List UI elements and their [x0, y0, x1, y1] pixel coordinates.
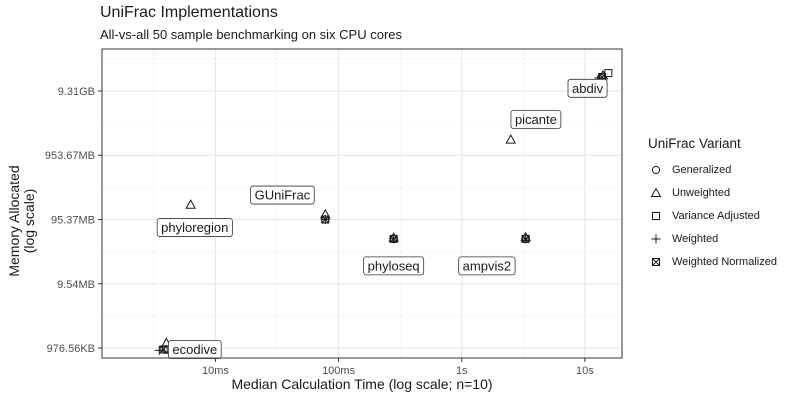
data-points	[154, 69, 613, 355]
annotation-label: phyloseq	[363, 256, 425, 276]
y-tick-label: 95.37MB	[51, 215, 95, 227]
annotation-box	[567, 78, 608, 98]
annotation-label: picante	[510, 110, 562, 129]
y-axis-label-line1: Memory Allocated	[6, 165, 22, 277]
legend-item-generalized: Generalized	[648, 158, 777, 181]
boxed-x-marker-box	[321, 215, 330, 224]
annotation-text: ecodive	[172, 342, 217, 357]
boxed-x-marker-box	[389, 234, 398, 243]
legend: UniFrac Variant Generalized Unweighted V…	[648, 136, 777, 273]
chart-title: UniFrac Implementations	[100, 4, 278, 21]
annotation-label: ampvis2	[458, 256, 516, 276]
boxed-x-marker-box	[521, 234, 530, 243]
grid-lines	[102, 49, 622, 358]
annotation-label: ecodive	[167, 340, 222, 359]
boxed-x-marker-box	[159, 345, 168, 354]
data-point	[389, 234, 398, 243]
boxed-x-marker-cross	[159, 345, 168, 354]
data-point	[521, 234, 530, 243]
data-point	[159, 345, 168, 354]
y-axis-label-line2: (log scale)	[21, 188, 37, 254]
boxed-x-icon	[652, 257, 660, 266]
triangle-marker	[505, 134, 517, 144]
annotation-box	[363, 256, 425, 276]
legend-item-weighted-normalized: Weighted Normalized	[648, 250, 777, 273]
legend-label: Unweighted	[672, 186, 731, 199]
legend-item-unweighted: Unweighted	[648, 181, 777, 204]
annotation-label: GUniFrac	[250, 185, 315, 205]
circle-icon	[651, 165, 661, 174]
x-tick-label: 10ms	[202, 365, 229, 377]
legend-title: UniFrac Variant	[648, 136, 741, 151]
data-point	[185, 199, 197, 209]
legend-label: Weighted Normalized	[672, 255, 777, 268]
legend-item-variance-adjusted: Variance Adjusted	[648, 204, 777, 227]
annotation-box	[458, 256, 516, 276]
triangle-marker	[185, 199, 197, 209]
x-tick-label: 1s	[456, 365, 468, 377]
legend-label: Generalized	[672, 163, 732, 176]
annotation-box	[156, 218, 233, 237]
y-tick-label: 976.56KB	[47, 343, 95, 355]
annotation-text: phyloseq	[368, 258, 420, 273]
square-icon	[652, 211, 660, 220]
x-tick-label: 100ms	[322, 365, 356, 377]
data-point	[505, 134, 517, 144]
x-tick-label: 10s	[576, 365, 594, 377]
boxed-x-marker-cross	[389, 235, 398, 243]
boxed-x-marker-cross	[321, 215, 330, 224]
chart-subtitle: All-vs-all 50 sample benchmarking on six…	[100, 27, 403, 42]
annotation-text: ampvis2	[463, 258, 511, 273]
annotation-text: abdiv	[572, 81, 604, 96]
y-tick-label: 9.31GB	[58, 86, 95, 98]
legend-label: Weighted	[672, 232, 719, 245]
y-tick-label: 953.67MB	[45, 150, 95, 162]
x-axis-label: Median Calculation Time (log scale; n=10…	[231, 376, 493, 392]
plus-icon	[651, 234, 661, 243]
point-annotations: abdiv picante GUniFrac phyloregion phyloseq a…	[156, 78, 608, 359]
data-point	[321, 215, 330, 224]
annotation-text: phyloregion	[161, 220, 228, 235]
annotation-box	[510, 110, 562, 129]
axis-ticks: 10ms 100ms 1s 10s 976.56KB 9.54MB 95.37MB 953.6…	[45, 86, 594, 377]
legend-label: Variance Adjusted	[672, 209, 760, 222]
annotation-label: abdiv	[567, 78, 608, 98]
annotation-text: GUniFrac	[255, 188, 311, 203]
plot-panel-border	[101, 48, 623, 359]
annotation-box	[250, 185, 315, 205]
y-tick-label: 9.54MB	[57, 279, 95, 291]
y-axis-label: Memory Allocated (log scale)	[6, 101, 37, 341]
legend-item-weighted: Weighted	[648, 227, 777, 250]
triangle-icon	[650, 186, 662, 197]
annotation-text: picante	[515, 112, 557, 127]
boxed-x-marker-cross	[521, 235, 530, 243]
annotation-label: phyloregion	[156, 218, 233, 237]
